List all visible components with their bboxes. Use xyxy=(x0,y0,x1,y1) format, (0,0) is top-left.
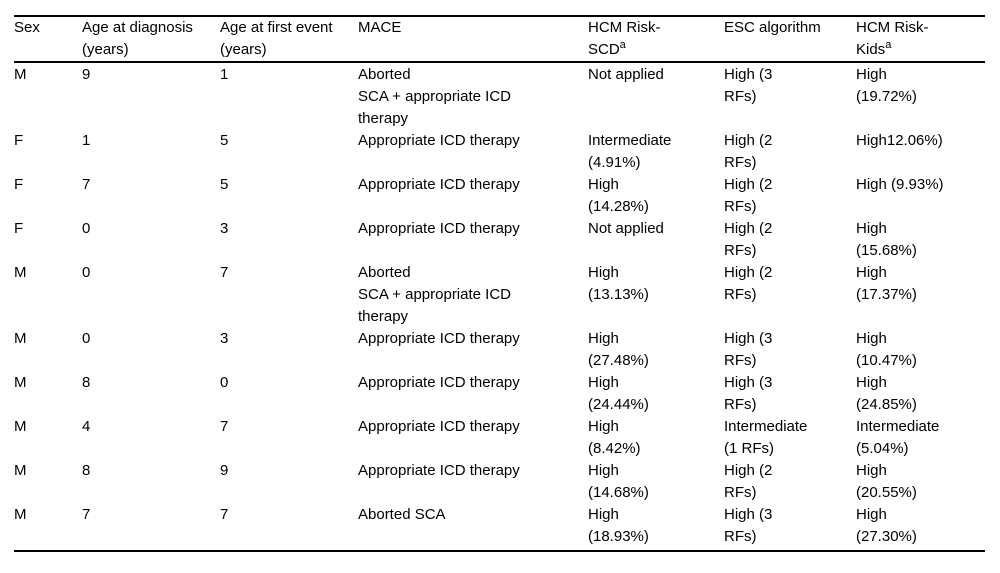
cell-mace: Appropriate ICD therapy xyxy=(358,220,520,237)
cell-hcm-risk-kids: High12.06%) xyxy=(856,132,943,149)
cell-age-diagnosis: 7 xyxy=(82,176,91,193)
cell-age-first-event: 3 xyxy=(220,220,229,237)
cell-sex: F xyxy=(14,220,24,237)
cell-age-diagnosis: 8 xyxy=(82,374,91,391)
cell-age-diagnosis: 0 xyxy=(82,220,91,237)
cell-hcm-risk-kids: High (17.37%) xyxy=(856,264,917,303)
cell-hcm-risk-scd: High (27.48%) xyxy=(588,330,649,369)
cell-esc-algorithm: High (3 RFs) xyxy=(724,374,773,413)
cell-age-diagnosis: 1 xyxy=(82,132,91,149)
cell-hcm-risk-kids: Intermediate (5.04%) xyxy=(856,418,940,457)
cell-mace: Appropriate ICD therapy xyxy=(358,418,520,435)
cell-age-first-event: 7 xyxy=(220,418,229,435)
cell-hcm-risk-kids: High (27.30%) xyxy=(856,506,917,545)
column-header-esc-algorithm: ESC algorithm xyxy=(724,16,856,63)
table-row: M 0 7 Aborted SCA + appropriate ICD ther… xyxy=(14,262,985,328)
cell-sex: F xyxy=(14,132,24,149)
cell-mace: Appropriate ICD therapy xyxy=(358,462,520,479)
cell-mace: Aborted SCA + appropriate ICD therapy xyxy=(358,264,511,325)
table-row: F 7 5 Appropriate ICD therapy High (14.2… xyxy=(14,174,985,218)
cell-hcm-risk-scd: High (8.42%) xyxy=(588,418,641,457)
table-row: F 0 3 Appropriate ICD therapy Not applie… xyxy=(14,218,985,262)
column-header-sex: Sex xyxy=(14,16,82,63)
cell-mace: Appropriate ICD therapy xyxy=(358,330,520,347)
cell-sex: M xyxy=(14,506,27,523)
cell-hcm-risk-scd: High (13.13%) xyxy=(588,264,649,303)
cell-sex: M xyxy=(14,330,27,347)
column-header-age-diagnosis: Age at diagnosis (years) xyxy=(82,16,220,63)
cell-hcm-risk-scd: Not applied xyxy=(588,220,664,237)
cell-mace: Appropriate ICD therapy xyxy=(358,132,520,149)
cell-hcm-risk-scd: Not applied xyxy=(588,66,664,83)
column-header-hcm-risk-scd: HCM Risk- SCDa xyxy=(588,16,724,63)
cell-esc-algorithm: High (2 RFs) xyxy=(724,264,773,303)
cell-esc-algorithm: High (3 RFs) xyxy=(724,66,773,105)
cell-esc-algorithm: Intermediate (1 RFs) xyxy=(724,418,808,457)
column-header-age-first-event: Age at first event (years) xyxy=(220,16,358,63)
cell-hcm-risk-kids: High (20.55%) xyxy=(856,462,917,501)
cell-mace: Appropriate ICD therapy xyxy=(358,374,520,391)
cell-hcm-risk-kids: High (15.68%) xyxy=(856,220,917,259)
footnote-marker: a xyxy=(885,39,892,51)
cell-hcm-risk-kids: High (24.85%) xyxy=(856,374,917,413)
cell-age-first-event: 9 xyxy=(220,462,229,479)
cell-hcm-risk-kids: High (9.93%) xyxy=(856,176,944,193)
cell-age-first-event: 5 xyxy=(220,132,229,149)
cell-sex: F xyxy=(14,176,24,193)
cell-esc-algorithm: High (2 RFs) xyxy=(724,132,773,171)
cell-age-diagnosis: 0 xyxy=(82,330,91,347)
cell-hcm-risk-scd: High (14.28%) xyxy=(588,176,649,215)
cell-mace: Aborted SCA xyxy=(358,506,446,523)
cell-age-first-event: 7 xyxy=(220,506,229,523)
cell-age-first-event: 7 xyxy=(220,264,229,281)
cell-mace: Appropriate ICD therapy xyxy=(358,176,520,193)
cell-sex: M xyxy=(14,418,27,435)
cell-age-diagnosis: 7 xyxy=(82,506,91,523)
paper-table-container: Sex Age at diagnosis (years) Age at firs… xyxy=(14,15,985,552)
cell-age-diagnosis: 0 xyxy=(82,264,91,281)
cell-sex: M xyxy=(14,66,27,83)
cell-esc-algorithm: High (2 RFs) xyxy=(724,220,773,259)
cell-age-first-event: 0 xyxy=(220,374,229,391)
cell-esc-algorithm: High (2 RFs) xyxy=(724,462,773,501)
cell-mace: Aborted SCA + appropriate ICD therapy xyxy=(358,66,511,127)
cell-sex: M xyxy=(14,264,27,281)
table-row: F 1 5 Appropriate ICD therapy Intermedia… xyxy=(14,130,985,174)
cell-hcm-risk-scd: High (14.68%) xyxy=(588,462,649,501)
column-header-hcm-risk-kids: HCM Risk- Kidsa xyxy=(856,16,985,63)
cell-age-diagnosis: 4 xyxy=(82,418,91,435)
cell-age-first-event: 1 xyxy=(220,66,229,83)
cell-hcm-risk-scd: High (24.44%) xyxy=(588,374,649,413)
cell-age-diagnosis: 8 xyxy=(82,462,91,479)
table-row: M 9 1 Aborted SCA + appropriate ICD ther… xyxy=(14,62,985,130)
table-row: M 7 7 Aborted SCA High (18.93%) High (3 … xyxy=(14,504,985,551)
column-header-mace: MACE xyxy=(358,16,588,63)
cell-esc-algorithm: High (2 RFs) xyxy=(724,176,773,215)
risk-stratification-table: Sex Age at diagnosis (years) Age at firs… xyxy=(14,15,985,552)
header-row: Sex Age at diagnosis (years) Age at firs… xyxy=(14,16,985,63)
cell-hcm-risk-kids: High (19.72%) xyxy=(856,66,917,105)
table-row: M 4 7 Appropriate ICD therapy High (8.42… xyxy=(14,416,985,460)
table-row: M 8 0 Appropriate ICD therapy High (24.4… xyxy=(14,372,985,416)
cell-hcm-risk-kids: High (10.47%) xyxy=(856,330,917,369)
cell-age-first-event: 3 xyxy=(220,330,229,347)
cell-sex: M xyxy=(14,462,27,479)
table-row: M 8 9 Appropriate ICD therapy High (14.6… xyxy=(14,460,985,504)
cell-hcm-risk-scd: Intermediate (4.91%) xyxy=(588,132,672,171)
cell-age-first-event: 5 xyxy=(220,176,229,193)
footnote-marker: a xyxy=(619,39,626,51)
cell-age-diagnosis: 9 xyxy=(82,66,91,83)
cell-sex: M xyxy=(14,374,27,391)
cell-esc-algorithm: High (3 RFs) xyxy=(724,330,773,369)
table-row: M 0 3 Appropriate ICD therapy High (27.4… xyxy=(14,328,985,372)
cell-esc-algorithm: High (3 RFs) xyxy=(724,506,773,545)
cell-hcm-risk-scd: High (18.93%) xyxy=(588,506,649,545)
